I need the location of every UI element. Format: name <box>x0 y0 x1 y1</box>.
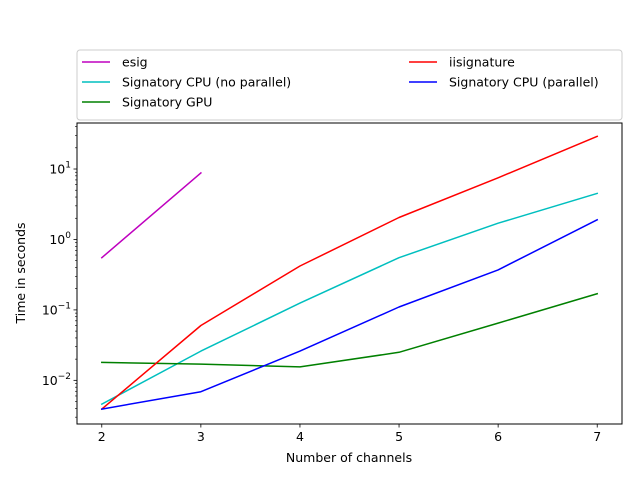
series-line-signatory-gpu <box>101 292 599 368</box>
y-tick-label: 101 <box>49 161 71 177</box>
x-axis-label: Number of channels <box>286 450 412 465</box>
y-tick-label: 10−2 <box>42 372 71 388</box>
y-tick-label: 10−1 <box>42 301 71 317</box>
x-tick-label: 5 <box>395 429 403 444</box>
legend-label-esig: esig <box>122 55 148 70</box>
series-layer <box>100 135 599 411</box>
plot-area: 2 3 4 5 6 7 10−2 10−1 100 101 <box>42 122 623 444</box>
legend-label-signatory-cpu-parallel: Signatory CPU (parallel) <box>449 75 599 90</box>
x-tick-label: 2 <box>98 429 106 444</box>
x-tick-label: 6 <box>494 429 502 444</box>
x-tick-label: 3 <box>197 429 205 444</box>
y-axis: 10−2 10−1 100 101 <box>42 126 77 418</box>
series-line-signatory-cpu-no-parallel <box>100 192 599 406</box>
series-line-signatory-cpu-parallel <box>100 218 599 410</box>
y-axis-label: Time in seconds <box>13 222 28 324</box>
legend: esig Signatory CPU (no parallel) Signatory… <box>76 49 623 121</box>
x-axis: 2 3 4 5 6 7 <box>98 424 601 444</box>
legend-label-signatory-cpu-no-parallel: Signatory CPU (no parallel) <box>122 75 291 90</box>
plot-frame <box>76 122 623 425</box>
legend-label-signatory-gpu: Signatory GPU <box>122 95 212 110</box>
legend-frame <box>76 49 623 121</box>
x-tick-label: 7 <box>593 429 601 444</box>
series-line-esig <box>100 171 202 259</box>
legend-label-iisignature: iisignature <box>449 55 515 70</box>
y-tick-label: 100 <box>49 231 71 247</box>
series-line-iisignature <box>100 135 599 411</box>
x-tick-label: 4 <box>296 429 304 444</box>
